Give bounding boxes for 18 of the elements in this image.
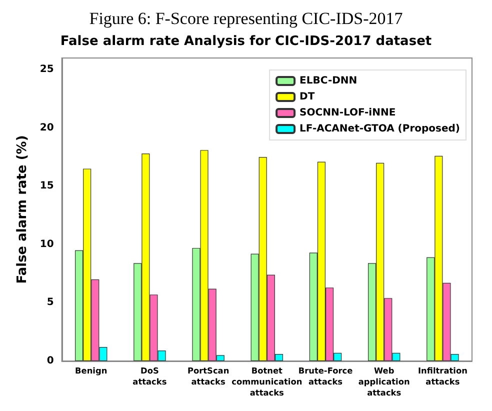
legend-label: LF-ACANet-GTOA (Proposed) xyxy=(300,124,460,134)
x-tick-label: Infiltration attacks xyxy=(418,366,468,386)
y-tick-label: 10 xyxy=(40,238,54,250)
legend-label: DT xyxy=(300,92,315,102)
y-tick-label: 5 xyxy=(46,297,54,308)
legend-label: ELBC-DNN xyxy=(300,76,358,86)
x-tick-label: Web application attacks xyxy=(358,366,410,398)
x-tick-label: Benign xyxy=(75,366,108,376)
x-tick-label: DoS attacks xyxy=(132,366,167,386)
y-tick-label: 25 xyxy=(40,64,54,76)
legend-label: SOCNN-LOF-iNNE xyxy=(300,108,396,118)
caption: Figure 6: F-Score representing CIC-IDS-2017 xyxy=(89,9,404,28)
y-tick-label: 0 xyxy=(46,356,54,366)
chart-title: False alarm rate Analysis for CIC-IDS-2017 dataset xyxy=(60,34,432,49)
y-axis-title: False alarm rate (%) xyxy=(15,135,30,284)
x-tick-label: PortScan attacks xyxy=(187,366,230,386)
y-tick-label: 15 xyxy=(40,180,54,192)
y-tick-label: 20 xyxy=(40,122,54,134)
